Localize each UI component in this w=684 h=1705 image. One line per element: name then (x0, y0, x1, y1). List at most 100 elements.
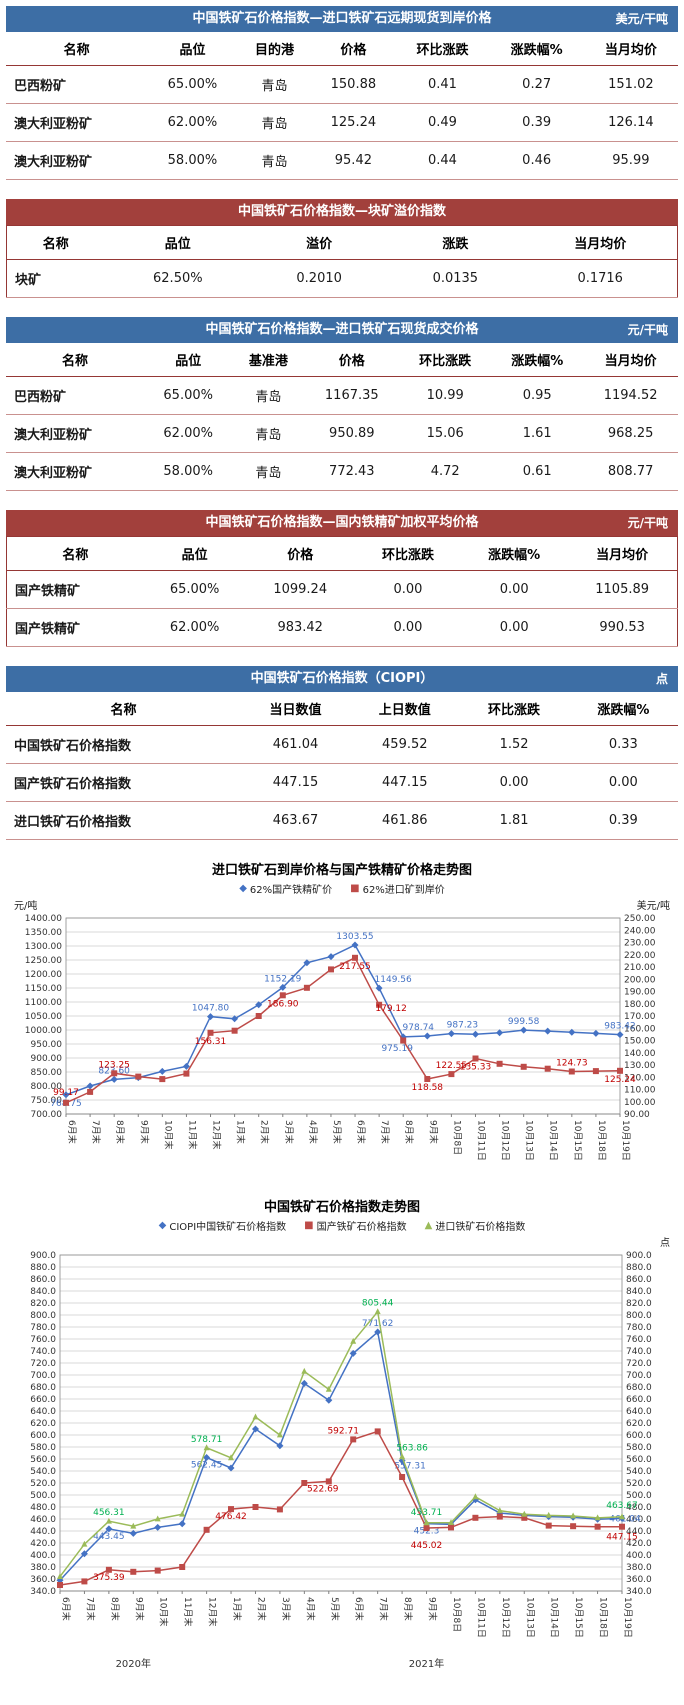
column-header: 环比涨跌 (354, 536, 462, 571)
table-cell: 95.42 (311, 141, 396, 180)
svg-text:700.00: 700.00 (31, 1110, 63, 1120)
svg-text:8月末: 8月末 (403, 1120, 415, 1144)
svg-text:360.0: 360.0 (626, 1575, 652, 1585)
svg-text:10月13日: 10月13日 (524, 1597, 535, 1638)
svg-text:160.00: 160.00 (624, 1024, 656, 1034)
domestic-concentrate-table: 中国铁矿石价格指数—国内铁精矿加权平均价格 元/干吨 名称 品位 价格 环比涨跌 涨跌幅% 当… (6, 510, 678, 647)
table-row: 进口铁矿石价格指数 463.67 461.86 1.81 0.39 (6, 801, 678, 840)
svg-text:5月末: 5月末 (329, 1597, 341, 1621)
svg-text:10月15日: 10月15日 (573, 1597, 584, 1638)
svg-text:420.0: 420.0 (626, 1539, 652, 1549)
table-cell: 10.99 (399, 376, 492, 415)
svg-text:640.0: 640.0 (626, 1407, 652, 1417)
svg-text:720.0: 720.0 (626, 1359, 652, 1369)
table-cell: 青岛 (237, 103, 312, 142)
column-header: 涨跌幅% (489, 32, 584, 66)
table-unit-label: 美元/干吨 (615, 12, 668, 26)
svg-text:860.0: 860.0 (30, 1275, 56, 1285)
table-cell: 461.04 (240, 725, 351, 764)
svg-text:1047.80: 1047.80 (192, 1004, 229, 1014)
table-cell: 808.77 (583, 452, 678, 491)
table-cell: 463.67 (240, 801, 351, 840)
svg-text:580.0: 580.0 (30, 1443, 56, 1453)
svg-text:9月末: 9月末 (427, 1120, 439, 1144)
ciopi-index-table: 中国铁矿石价格指数（CIOPI）点名称 当日数值 上日数值 环比涨跌 涨跌幅% 中国铁矿石… (6, 666, 678, 840)
svg-text:2月末: 2月末 (259, 1120, 271, 1144)
svg-text:476.42: 476.42 (215, 1512, 247, 1522)
svg-text:340.0: 340.0 (626, 1587, 652, 1597)
table-cell: 62.50% (104, 259, 252, 298)
table-unit-label: 点 (655, 672, 668, 686)
svg-text:420.0: 420.0 (30, 1539, 56, 1549)
svg-text:463.67: 463.67 (606, 1501, 638, 1511)
column-header: 名称 (6, 343, 145, 377)
svg-text:950.00: 950.00 (31, 1040, 63, 1050)
table-cell: 青岛 (232, 376, 305, 415)
axis-units-row: 点 (6, 1234, 678, 1249)
data-table: 名称 当日数值 上日数值 环比涨跌 涨跌幅% 中国铁矿石价格指数 461.04 459.52 1… (6, 692, 678, 840)
svg-text:461.04: 461.04 (609, 1514, 641, 1524)
svg-text:1250.00: 1250.00 (25, 956, 62, 966)
svg-text:360.0: 360.0 (30, 1575, 56, 1585)
svg-text:10月14日: 10月14日 (549, 1597, 560, 1638)
svg-text:860.0: 860.0 (626, 1275, 652, 1285)
column-header: 品位 (147, 32, 238, 66)
table-header-bar: 中国铁矿石价格指数—国内铁精矿加权平均价格 元/干吨 (6, 510, 678, 536)
table-title: 中国铁矿石价格指数—块矿溢价指数 (237, 204, 446, 219)
svg-text:987.23: 987.23 (447, 1021, 479, 1031)
diamond-marker-icon: ◆ (158, 1219, 167, 1231)
svg-text:805.44: 805.44 (362, 1299, 394, 1309)
svg-text:522.69: 522.69 (307, 1484, 339, 1494)
svg-text:5月末: 5月末 (331, 1120, 343, 1144)
svg-text:880.0: 880.0 (30, 1263, 56, 1273)
svg-text:10月8日: 10月8日 (451, 1597, 462, 1632)
table-cell: 65.00% (144, 376, 233, 415)
svg-text:8月末: 8月末 (109, 1597, 121, 1621)
table-cell: 0.00 (354, 570, 462, 609)
table-row: 国产铁精矿 65.00% 1099.24 0.00 0.00 1105.89 (6, 570, 678, 609)
svg-text:520.0: 520.0 (30, 1479, 56, 1489)
legend-item: ◆ 62%国产铁精矿价 (239, 881, 332, 896)
svg-text:480.0: 480.0 (30, 1503, 56, 1513)
table-cell: 447.15 (350, 763, 460, 802)
svg-text:443.45: 443.45 (93, 1532, 125, 1542)
data-table: 名称 品位 价格 环比涨跌 涨跌幅% 当月均价 国产铁精矿 65.00% 1099.24 0.00… (6, 536, 678, 647)
svg-text:1350.00: 1350.00 (25, 928, 62, 938)
table-cell: 983.42 (245, 608, 355, 647)
svg-text:780.0: 780.0 (30, 1323, 56, 1333)
table-cell: 0.0135 (387, 259, 524, 298)
table-cell: 青岛 (237, 141, 312, 180)
svg-text:540.0: 540.0 (30, 1467, 56, 1477)
svg-text:400.0: 400.0 (30, 1551, 56, 1561)
data-table: 名称 品位 基准港 价格 环比涨跌 涨跌幅% 当月均价 巴西粉矿 65.00% 青岛 1167.35… (6, 343, 678, 491)
table-row: 中国铁矿石价格指数 461.04 459.52 1.52 0.33 (6, 725, 678, 764)
charts-region: 进口铁矿石到岸价格与国产铁精矿价格走势图 ◆ 62%国产铁精矿价 ■ 62%进口矿到岸价… (6, 859, 678, 1677)
chart-import-vs-domestic-plot: 700.00 750.00 800.00 850.00 900.00 950.00 1000… (25, 914, 656, 1161)
svg-text:11月末: 11月末 (182, 1597, 194, 1626)
chart-legend: ◆ CIOPI中国铁矿石价格指数 ■ 国产铁矿石价格指数 ▲ 进口铁矿石价格指数 (6, 1218, 678, 1233)
column-header: 环比涨跌 (399, 343, 492, 377)
svg-text:900.0: 900.0 (626, 1251, 652, 1261)
table-cell: 65.00% (147, 65, 238, 104)
svg-text:800.0: 800.0 (626, 1311, 652, 1321)
svg-text:800.0: 800.0 (30, 1311, 56, 1321)
table-cell: 65.00% (143, 570, 246, 609)
svg-text:1000.00: 1000.00 (25, 1026, 62, 1036)
svg-text:2020年: 2020年 (116, 1657, 151, 1670)
legend-item: ■ 国产铁矿石价格指数 (304, 1218, 406, 1233)
svg-text:12月末: 12月末 (207, 1597, 219, 1626)
table-header-bar: 中国铁矿石价格指数—进口铁矿石现货成交价格 元/干吨 (6, 317, 678, 343)
svg-text:4月末: 4月末 (304, 1597, 316, 1621)
legend-item: ■ 62%进口矿到岸价 (350, 881, 445, 896)
svg-text:900.00: 900.00 (31, 1054, 63, 1064)
svg-text:230.00: 230.00 (624, 939, 656, 949)
svg-text:578.71: 578.71 (191, 1435, 223, 1445)
svg-text:447.15: 447.15 (606, 1533, 638, 1543)
table-cell: 青岛 (237, 65, 312, 104)
legend-label: CIOPI中国铁矿石价格指数 (169, 1222, 287, 1233)
svg-text:520.0: 520.0 (626, 1479, 652, 1489)
svg-text:700.0: 700.0 (30, 1371, 56, 1381)
column-header: 目的港 (237, 32, 312, 66)
svg-text:140.00: 140.00 (624, 1049, 656, 1059)
